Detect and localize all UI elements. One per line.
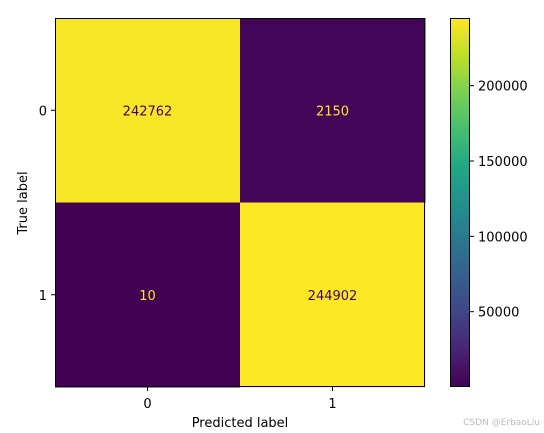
cell-value-labels: 242762 2150 10 244902	[123, 104, 358, 304]
x-tick-label: 1	[328, 397, 336, 412]
plot-frame	[55, 18, 425, 387]
colorbar-tick-label: 200000	[478, 80, 528, 95]
heatmap-cell	[240, 18, 426, 203]
x-tick-label: 0	[143, 397, 151, 412]
cell-value-label: 2150	[316, 104, 349, 119]
cell-value-label: 10	[139, 289, 156, 304]
watermark-text: CSDN @ErbaoLiu	[463, 418, 540, 428]
x-axis-label: Predicted label	[192, 416, 289, 431]
cell-value-label: 244902	[308, 289, 358, 304]
y-tick-label: 0	[39, 104, 47, 119]
colorbar-tick-label: 100000	[478, 230, 528, 245]
y-axis-label: True label	[16, 171, 31, 235]
heatmap-cell	[240, 202, 426, 388]
colorbar-tick-label: 150000	[478, 155, 528, 170]
heatmap-cell	[55, 18, 241, 203]
cell-value-label: 242762	[123, 104, 173, 119]
colorbar	[450, 18, 470, 387]
heatmap-cell	[55, 202, 241, 388]
y-axis-ticks: 01	[39, 104, 55, 304]
colorbar-tick-label: 50000	[478, 306, 519, 321]
y-tick-label: 1	[39, 289, 47, 304]
heatmap-cells	[55, 18, 426, 388]
colorbar-ticks: 50000 100000 150000 200000	[470, 80, 528, 321]
